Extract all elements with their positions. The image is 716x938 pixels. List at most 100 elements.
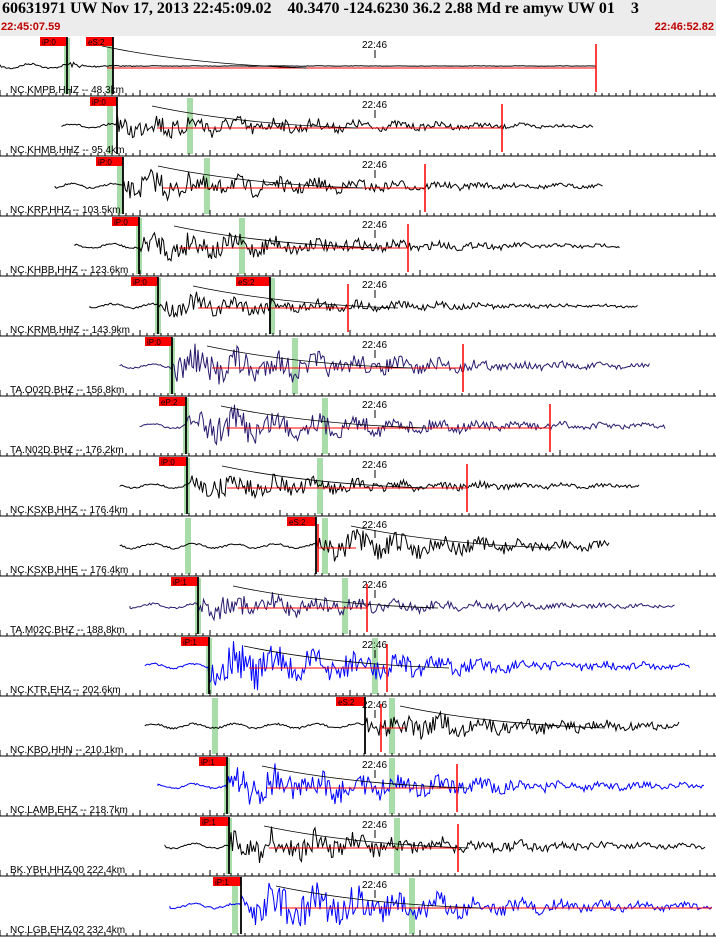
trace-row-9[interactable]: 22:46 eS:2 NC.KSXB.HHE -- 176.4km <box>0 517 716 577</box>
time-ruler <box>0 570 716 577</box>
trace-row-5[interactable]: 22:46 iP:0 eS:2 NC.KRMB.HHZ -- 143.9km <box>0 277 716 337</box>
phase-pick-label: eS:2 <box>289 518 306 527</box>
station-label: NC.KTR.EHZ -- 202.6km <box>10 685 121 696</box>
phase-window-bar <box>394 818 400 874</box>
decay-curve <box>221 465 428 489</box>
time-ruler <box>0 450 716 457</box>
time-ruler <box>0 390 716 397</box>
station-label: NC.KHMB.HHZ -- 95.4km <box>10 145 124 156</box>
trace-row-3[interactable]: 22:46 iP:0 NC.KRP.HHZ -- 103.5km <box>0 157 716 217</box>
trace-row-2[interactable]: 22:46 iP:0 NC.KHMB.HHZ -- 95.4km <box>0 97 716 157</box>
phase-window-bar <box>269 278 275 334</box>
phase-pick[interactable]: eS:2 <box>287 517 317 574</box>
decay-curve <box>399 705 606 729</box>
phase-pick[interactable]: iP:0 <box>96 157 124 214</box>
station-label: NC.LAMB.EHZ -- 218.7km <box>10 805 128 816</box>
waveform <box>89 291 638 318</box>
waveform <box>144 710 680 740</box>
time-ruler <box>0 870 716 877</box>
time-ruler <box>0 690 716 697</box>
time-ruler <box>0 630 716 637</box>
trace-row-1[interactable]: 22:46 iP:0 eS:2 NC.KMPB.HHZ -- 48.3km <box>0 37 716 97</box>
waveform <box>119 528 610 562</box>
waveform <box>119 473 640 500</box>
phase-pick-label: iP:1 <box>173 578 187 587</box>
waveform <box>157 763 705 805</box>
phase-window-bar <box>389 758 395 814</box>
time-ruler <box>0 750 716 757</box>
phase-pick[interactable]: iP:1 <box>200 817 230 874</box>
time-ruler <box>0 810 716 817</box>
phase-pick[interactable]: eS:2 <box>336 697 366 754</box>
trace-row-13[interactable]: 22:46 iP:1 NC.LAMB.EHZ -- 218.7km <box>0 757 716 817</box>
phase-window-bar <box>342 578 348 634</box>
phase-window-bar <box>239 218 245 274</box>
waveform <box>0 61 596 70</box>
trace-row-12[interactable]: 22:46 eS:2 NC.KBO.HHN -- 210.1km <box>0 697 716 757</box>
time-mark-label: 22:46 <box>362 340 387 351</box>
station-label: NC.KRMB.HHZ -- 143.9km <box>10 325 130 336</box>
trace-row-7[interactable]: 22:46 eP:2 TA.N02D.BHZ -- 176.2km <box>0 397 716 457</box>
decay-curve <box>243 645 450 669</box>
phase-pick[interactable]: iP:0 <box>40 37 68 94</box>
phase-pick[interactable]: iP:0 <box>112 217 140 274</box>
time-mark-label: 22:46 <box>362 100 387 111</box>
time-mark-label: 22:46 <box>362 400 387 411</box>
phase-pick-label: iP:0 <box>147 338 161 347</box>
phase-pick-label: iP:0 <box>98 158 112 167</box>
trace-row-4[interactable]: 22:46 iP:0 NC.KHBB.HHZ -- 123.6km <box>0 217 716 277</box>
trace-row-11[interactable]: 22:46 iP:1 NC.KTR.EHZ -- 202.6km <box>0 637 716 697</box>
window-end-time: 22:46:52.82 <box>654 21 714 33</box>
phase-pick[interactable]: eP:2 <box>159 397 187 454</box>
time-mark-label: 22:46 <box>362 640 387 651</box>
phase-window-bar <box>107 98 113 154</box>
phase-pick[interactable]: iP:0 <box>90 97 118 154</box>
time-ruler <box>0 930 716 937</box>
phase-pick[interactable]: iP:1 <box>213 877 242 934</box>
time-mark-label: 22:46 <box>362 280 387 291</box>
decay-curve <box>350 525 557 549</box>
trace-row-15[interactable]: 22:46 iP:1 NC.LGB.EHZ.02 232.4km <box>0 877 716 937</box>
time-ruler <box>0 210 716 217</box>
time-mark-label: 22:46 <box>362 520 387 531</box>
time-ruler <box>0 270 716 277</box>
phase-window-bar <box>187 98 193 154</box>
phase-pick[interactable]: eS:2 <box>236 277 271 334</box>
time-mark-label: 22:46 <box>362 220 387 231</box>
waveform <box>74 231 620 262</box>
phase-pick-label: iP:0 <box>92 98 106 107</box>
time-mark-label: 22:46 <box>362 460 387 471</box>
waveform <box>54 168 603 202</box>
phase-pick[interactable]: iP:0 <box>145 337 173 394</box>
decay-curve <box>261 765 468 789</box>
phase-pick-label: iP:1 <box>202 818 216 827</box>
phase-pick[interactable]: eS:2 <box>86 37 114 94</box>
seismogram-panel[interactable]: 22:46 iP:0 eS:2 NC.KMPB.HHZ -- 48.3km 22:46 i… <box>0 36 716 938</box>
phase-pick[interactable]: iP:1 <box>171 577 199 634</box>
station-label: NC.KSXB.HHE -- 176.4km <box>10 565 128 576</box>
decay-curve <box>220 405 427 429</box>
phase-pick-label: iP:0 <box>114 218 128 227</box>
trace-row-14[interactable]: 22:46 iP:1 BK.YBH.HHZ.00 222.4km <box>0 817 716 877</box>
phase-window-bar <box>185 518 191 574</box>
decay-curve <box>151 105 358 129</box>
phase-pick[interactable]: iP:0 <box>159 457 188 514</box>
time-ruler <box>0 330 716 337</box>
trace-row-6[interactable]: 22:46 iP:0 TA.O02D.BHZ -- 156.8km <box>0 337 716 397</box>
time-mark-label: 22:46 <box>362 580 387 591</box>
phase-pick-label: iP:0 <box>133 278 147 287</box>
phase-pick[interactable]: iP:0 <box>131 277 159 334</box>
phase-pick[interactable]: iP:1 <box>181 637 210 694</box>
phase-window-bar <box>292 338 298 394</box>
phase-pick-label: eP:2 <box>161 398 178 407</box>
time-mark-label: 22:46 <box>362 760 387 771</box>
decay-curve <box>173 225 380 249</box>
decay-curve <box>263 825 470 849</box>
trace-row-10[interactable]: 22:46 iP:1 TA.M02C.BHZ -- 188.8km <box>0 577 716 637</box>
phase-pick[interactable]: iP:1 <box>199 757 228 814</box>
trace-row-8[interactable]: 22:46 iP:0 NC.KSXB.HHZ -- 176.4km <box>0 457 716 517</box>
waveform <box>164 826 706 863</box>
station-label: NC.KSXB.HHZ -- 176.4km <box>10 505 128 516</box>
phase-pick-label: eS:2 <box>88 38 105 47</box>
window-start-time: 22:45:07.59 <box>1 21 61 33</box>
